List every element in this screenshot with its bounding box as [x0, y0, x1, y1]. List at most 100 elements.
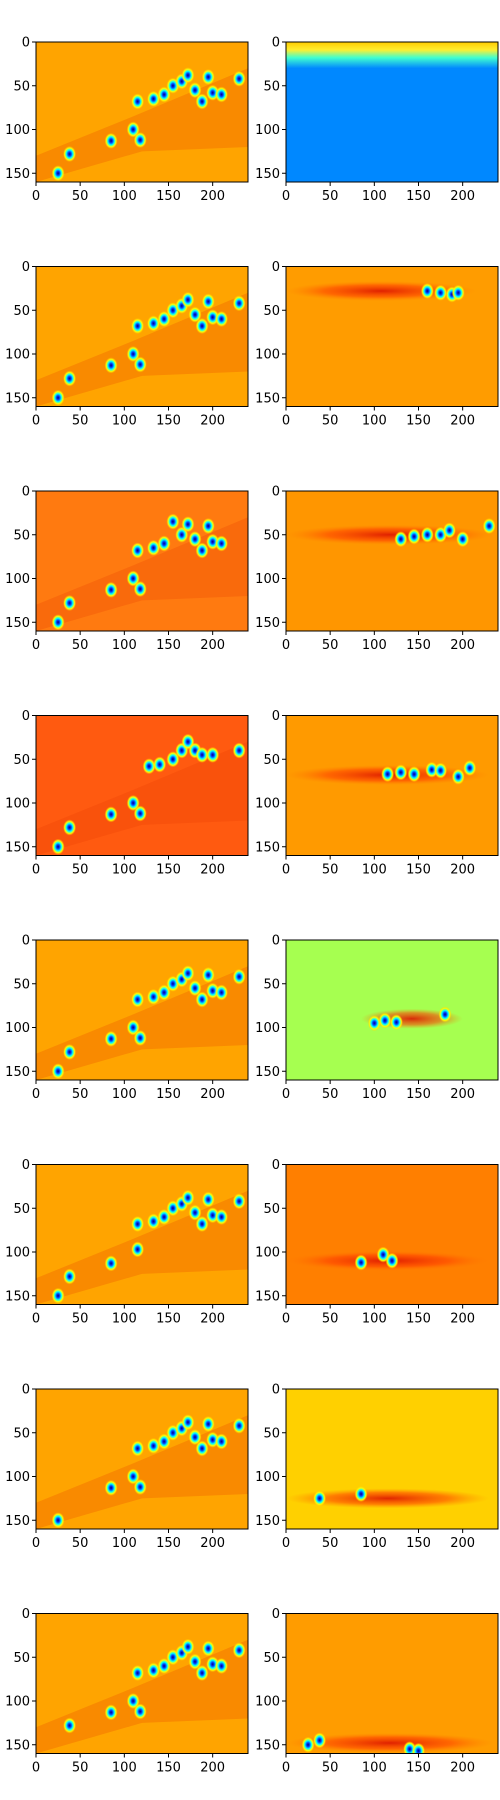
heatmap-blob [390, 1014, 403, 1030]
x-tick-label: 50 [72, 863, 89, 878]
y-tick-label: 150 [255, 1065, 280, 1080]
heatmap-blob [302, 1737, 315, 1753]
y-tick-label: 100 [5, 1246, 30, 1261]
x-tick-label: 50 [322, 414, 339, 429]
x-tick-label: 200 [450, 1536, 475, 1551]
heatmap-blob [202, 1416, 215, 1432]
y-tick-label: 50 [263, 304, 280, 319]
x-tick-label: 0 [282, 638, 290, 653]
x-tick-label: 100 [362, 638, 387, 653]
heatmap-blob [105, 133, 118, 149]
heatmap-blob [452, 285, 465, 301]
heatmap-blob [134, 806, 147, 822]
heatmap-blob [434, 285, 447, 301]
heatmap-blob [233, 743, 246, 759]
heatmap-blob [52, 390, 65, 406]
y-tick-label: 150 [5, 167, 30, 182]
heatmap-blob [196, 543, 209, 559]
x-tick-label: 150 [406, 1536, 431, 1551]
heatmap-blob [196, 1216, 209, 1232]
heatmap-blob [131, 1665, 144, 1681]
heatmap-panel-7-right: 0 50 100 150 200050100150 [255, 1383, 498, 1552]
x-tick-label: 100 [362, 1536, 387, 1551]
heatmap-blob [181, 292, 194, 308]
y-tick-label: 0 [272, 1158, 280, 1173]
y-tick-label: 150 [5, 1289, 30, 1304]
x-tick-label: 150 [156, 1087, 181, 1102]
y-tick-label: 50 [13, 753, 30, 768]
heatmap-blob [105, 1255, 118, 1271]
heatmap-blob [215, 1434, 228, 1450]
heatmap-blob [52, 1512, 65, 1528]
heatmap-blob [434, 763, 447, 779]
y-tick-label: 0 [22, 1383, 30, 1398]
x-tick-label: 50 [322, 1312, 339, 1327]
heatmap-panel-3-left: 0 50 100 150 200050100150 [5, 485, 248, 654]
heatmap-panel-5-right: 0 50 100 150 200050100150 [255, 934, 498, 1103]
heatmap-blob [233, 1642, 246, 1658]
x-tick-label: 100 [112, 1312, 137, 1327]
heatmap-blob [215, 311, 228, 327]
y-tick-label: 150 [255, 616, 280, 631]
y-tick-label: 0 [22, 36, 30, 51]
y-tick-label: 50 [263, 528, 280, 543]
y-tick-label: 0 [272, 36, 280, 51]
x-tick-label: 100 [362, 189, 387, 204]
heatmap-blob [131, 543, 144, 559]
x-tick-label: 50 [322, 189, 339, 204]
x-tick-label: 50 [72, 414, 89, 429]
x-tick-label: 0 [282, 1536, 290, 1551]
heatmap-blob [52, 1288, 65, 1304]
x-tick-label: 100 [362, 1312, 387, 1327]
y-tick-label: 150 [5, 391, 30, 406]
heatmap-blob [52, 614, 65, 630]
x-tick-label: 200 [450, 189, 475, 204]
y-tick-label: 150 [255, 840, 280, 855]
x-tick-label: 0 [282, 863, 290, 878]
y-tick-label: 0 [22, 485, 30, 500]
x-tick-label: 0 [32, 414, 40, 429]
heatmap-blob [63, 595, 76, 611]
x-tick-label: 50 [72, 1312, 89, 1327]
heatmap-blob [131, 1441, 144, 1457]
x-tick-label: 100 [112, 863, 137, 878]
heatmap-blob [153, 757, 166, 773]
heatmap-panel-4-right: 0 50 100 150 200 0 50 100 150 [255, 709, 498, 878]
heatmap-blob [355, 1255, 368, 1271]
y-tick-label: 50 [263, 977, 280, 992]
y-tick-label: 150 [5, 840, 30, 855]
heatmap-blob [105, 582, 118, 598]
x-tick-label: 200 [200, 1536, 225, 1551]
x-tick-label: 200 [450, 863, 475, 878]
heatmap-background [286, 1165, 498, 1305]
heatmap-blob [202, 1192, 215, 1208]
y-tick-label: 50 [13, 79, 30, 94]
y-tick-label: 100 [5, 1695, 30, 1710]
heatmap-blob [131, 94, 144, 110]
heatmap-blob [463, 760, 476, 776]
heatmap-panel-3-right: 0 50 100 150 200 0 50 100 150 [255, 485, 498, 654]
y-tick-label: 150 [255, 167, 280, 182]
heatmap-panel-2-left: 0 50 100 150 200 0 50 100 150 [5, 260, 248, 429]
heatmap-panel-2-right: 0 50 100 150 200050100150 [255, 260, 498, 429]
heatmap-blob [181, 965, 194, 981]
x-tick-label: 50 [72, 1761, 89, 1776]
x-tick-label: 0 [32, 1536, 40, 1551]
y-tick-label: 150 [5, 1514, 30, 1529]
heatmap-blob [408, 766, 421, 782]
y-tick-label: 0 [272, 709, 280, 724]
x-tick-label: 150 [406, 414, 431, 429]
heatmap-blob [378, 1013, 391, 1029]
y-tick-label: 150 [255, 1738, 280, 1753]
x-tick-label: 100 [362, 1087, 387, 1102]
y-tick-label: 100 [5, 123, 30, 138]
y-tick-label: 50 [13, 304, 30, 319]
x-tick-label: 150 [156, 638, 181, 653]
heatmap-blob [134, 1479, 147, 1495]
heatmap-blob [63, 1269, 76, 1285]
y-tick-label: 150 [5, 1065, 30, 1080]
y-tick-label: 0 [22, 260, 30, 275]
heatmap-panel-8-left: 0 50 100 150 200050100150 [5, 1607, 248, 1776]
heatmap-blob [196, 318, 209, 334]
